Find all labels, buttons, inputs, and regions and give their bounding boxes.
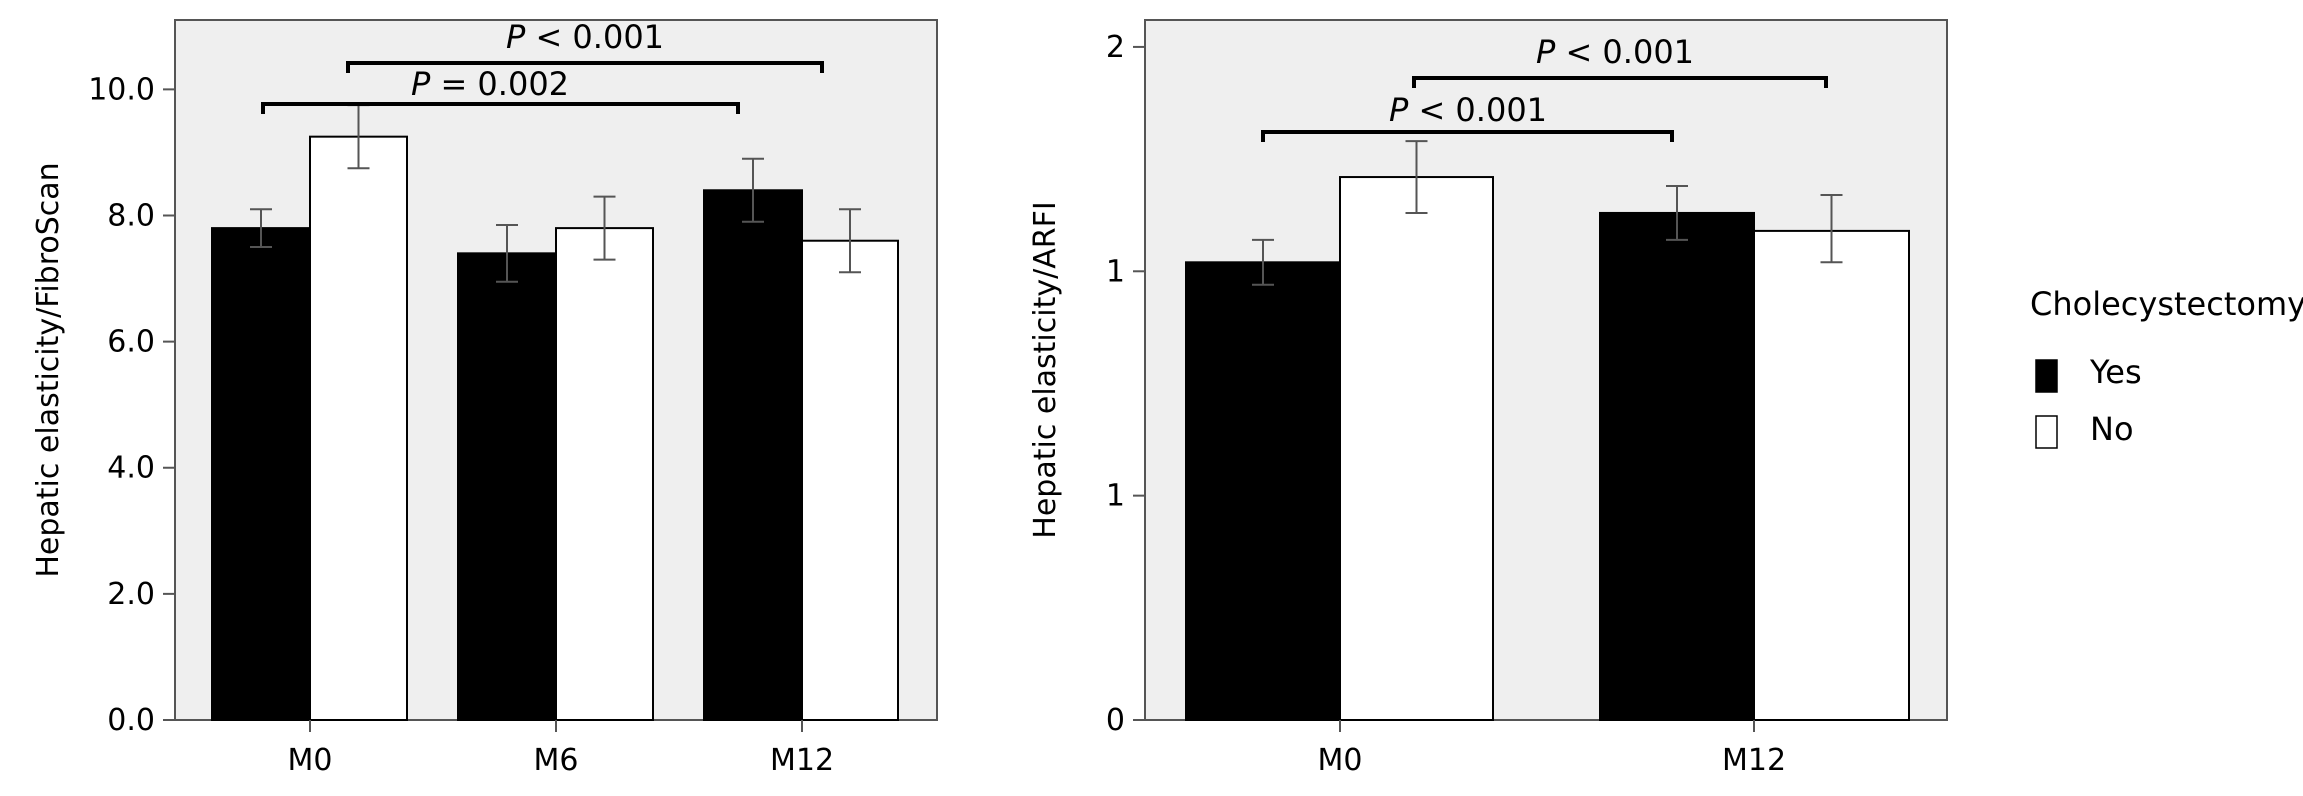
significance-bracket — [1261, 130, 1674, 142]
bar-m0-yes — [1185, 261, 1341, 721]
y-tick-label: 8.0 — [107, 198, 155, 233]
x-tick-label: M12 — [770, 743, 834, 778]
bar-m12-no — [801, 239, 899, 721]
x-tick-label: M6 — [534, 743, 579, 778]
legend: Cholecystectomy Yes No — [2030, 285, 2303, 449]
p-value-label: P < 0.001 — [1389, 91, 1547, 129]
y-tick-label: 2 — [1106, 30, 1125, 65]
chart-arfi: 0 1 1 2 Hepatic elasticity/ARFI M0 M12 P < 0.00… — [1028, 19, 1948, 778]
legend-swatch-no — [2035, 415, 2058, 449]
x-tick-label: M0 — [288, 743, 333, 778]
significance-bracket — [1412, 76, 1828, 88]
chart-fibroscan: 0.0 2.0 4.0 6.0 8.0 10.0 Hepatic elasticity/Fi… — [31, 18, 938, 778]
bar-m12-no — [1753, 229, 1910, 721]
significance-bracket — [261, 102, 740, 114]
bar-m6-yes — [457, 252, 557, 721]
y-axis-label: Hepatic elasticity/FibroScan — [31, 162, 66, 577]
significance-bracket — [346, 61, 824, 73]
y-tick-label: 4.0 — [107, 451, 155, 486]
bar-m6-no — [555, 227, 654, 722]
x-tick-label: M12 — [1722, 743, 1786, 778]
x-tick-label: M0 — [1318, 743, 1363, 778]
y-tick-label: 0 — [1106, 703, 1125, 738]
bar-m0-yes — [211, 227, 311, 722]
y-tick-label: 0.0 — [107, 703, 155, 738]
legend-label-yes: Yes — [2089, 353, 2142, 391]
p-value-label: P = 0.002 — [411, 65, 569, 103]
y-tick-label: 1 — [1106, 479, 1125, 514]
bar-m12-yes — [703, 189, 803, 721]
bar-m0-no — [1339, 176, 1494, 722]
y-axis-label: Hepatic elasticity/ARFI — [1028, 201, 1063, 538]
y-tick-label: 10.0 — [88, 72, 155, 107]
legend-title: Cholecystectomy — [2030, 285, 2303, 323]
p-value-label: P < 0.001 — [506, 18, 664, 56]
p-value-label: P < 0.001 — [1536, 33, 1694, 71]
bar-m0-no — [309, 135, 408, 721]
bar-m12-yes — [1599, 211, 1755, 721]
y-tick-label: 2.0 — [107, 577, 155, 612]
y-tick-label: 6.0 — [107, 325, 155, 360]
legend-swatch-yes — [2035, 359, 2058, 393]
y-tick-label: 1 — [1106, 254, 1125, 289]
legend-label-no: No — [2090, 410, 2134, 448]
